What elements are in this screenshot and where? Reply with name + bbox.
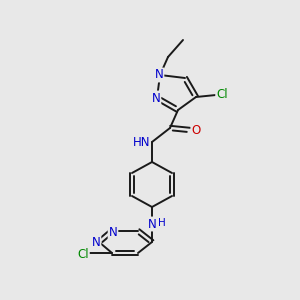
Text: N: N <box>152 92 160 104</box>
Text: N: N <box>154 68 164 82</box>
Text: N: N <box>148 218 156 230</box>
Text: HN: HN <box>133 136 150 148</box>
Text: N: N <box>92 236 100 248</box>
Text: N: N <box>109 226 117 239</box>
Text: H: H <box>158 218 166 228</box>
Text: O: O <box>191 124 201 136</box>
Text: Cl: Cl <box>216 88 228 101</box>
Text: Cl: Cl <box>77 248 89 260</box>
